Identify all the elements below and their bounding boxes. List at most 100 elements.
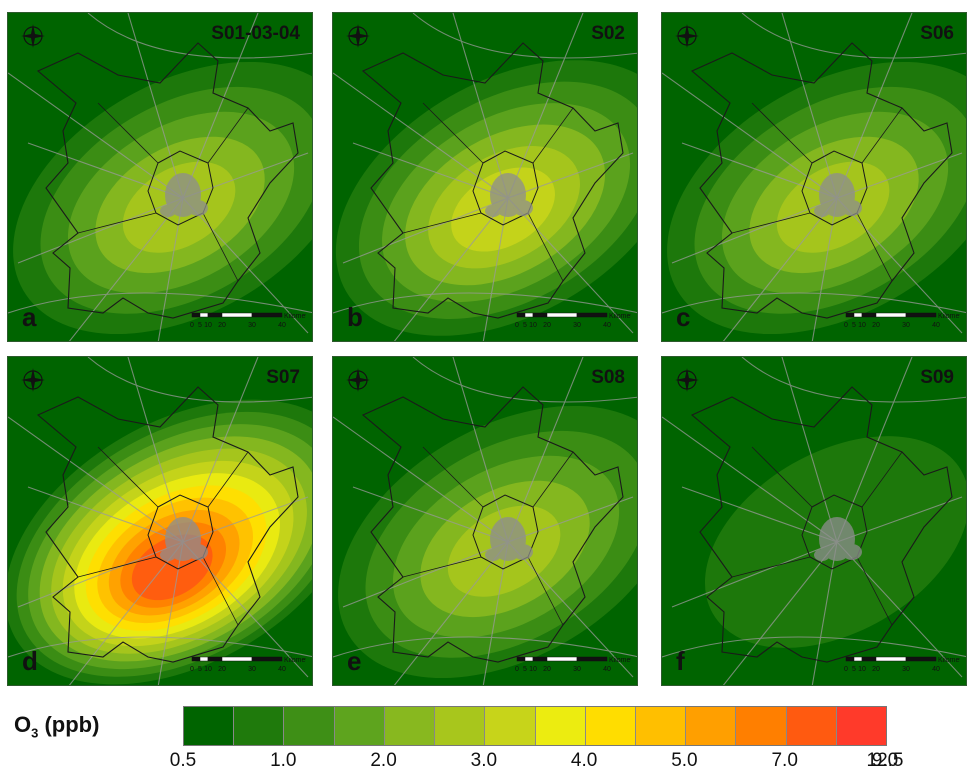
svg-text:5: 5 — [198, 666, 202, 673]
panel-letter: b — [347, 302, 363, 332]
panel-letter: c — [676, 302, 691, 332]
ozone-map — [662, 357, 966, 685]
scenario-label: S08 — [591, 367, 625, 388]
compass-icon — [675, 24, 699, 48]
svg-text:20: 20 — [872, 322, 880, 329]
color-scale-tick-label: 1.0 — [270, 750, 297, 771]
svg-text:5: 5 — [523, 666, 527, 673]
svg-text:30: 30 — [248, 666, 256, 673]
panel-letter: f — [676, 646, 685, 676]
color-swatch — [334, 707, 385, 745]
svg-text:40: 40 — [932, 666, 940, 673]
ozone-map — [8, 357, 312, 685]
svg-text:Kilometers: Kilometers — [609, 313, 631, 320]
panel-letter: e — [347, 646, 362, 676]
panel-letter: d — [22, 646, 38, 676]
color-scale-tick-label: 4.0 — [570, 750, 598, 771]
svg-text:Kilometers: Kilometers — [938, 313, 960, 320]
color-scale-tick-label: 7.0 — [771, 750, 798, 771]
svg-text:Kilometers: Kilometers — [284, 313, 306, 320]
scenario-label: S02 — [591, 23, 625, 44]
svg-text:Kilometers: Kilometers — [938, 657, 960, 664]
color-swatch — [485, 707, 536, 745]
color-swatch — [234, 707, 285, 745]
color-swatch — [384, 707, 436, 745]
color-swatch — [635, 707, 687, 745]
svg-text:10: 10 — [204, 322, 212, 329]
ozone-map — [333, 357, 637, 685]
color-scale-tick-label: 12.5 — [866, 750, 904, 771]
compass-icon — [675, 368, 699, 392]
svg-text:Kilometers: Kilometers — [609, 657, 631, 664]
svg-text:10: 10 — [204, 666, 212, 673]
color-scale-tick-label: 9.0 — [871, 750, 899, 771]
svg-text:30: 30 — [573, 322, 581, 329]
svg-text:30: 30 — [902, 322, 910, 329]
svg-text:10: 10 — [529, 666, 537, 673]
svg-text:20: 20 — [218, 666, 226, 673]
svg-text:0: 0 — [515, 666, 519, 673]
color-swatch — [585, 707, 636, 745]
scenario-label: S06 — [920, 23, 954, 44]
compass-icon — [346, 368, 370, 392]
color-swatch — [184, 707, 235, 745]
scenario-label: S07 — [266, 367, 300, 388]
svg-text:0: 0 — [844, 666, 848, 673]
svg-text:40: 40 — [278, 666, 286, 673]
svg-text:0: 0 — [515, 322, 519, 329]
ozone-map — [662, 13, 966, 341]
color-swatch — [435, 707, 486, 745]
svg-text:10: 10 — [858, 322, 866, 329]
svg-text:20: 20 — [872, 666, 880, 673]
color-swatch — [535, 707, 586, 745]
scenario-label: S01-03-04 — [211, 23, 300, 44]
svg-text:40: 40 — [603, 322, 611, 329]
svg-text:5: 5 — [852, 666, 856, 673]
svg-text:0: 0 — [190, 666, 194, 673]
color-scale-tick-label: 0.5 — [169, 750, 197, 771]
compass-icon — [21, 368, 45, 392]
color-swatch — [836, 707, 887, 745]
color-swatch — [786, 707, 837, 745]
color-scale-bar — [183, 706, 887, 746]
ozone-map — [8, 13, 312, 341]
svg-text:40: 40 — [932, 322, 940, 329]
svg-text:40: 40 — [278, 322, 286, 329]
color-scale-tick-label: 3.0 — [470, 750, 498, 771]
svg-text:40: 40 — [603, 666, 611, 673]
svg-text:10: 10 — [529, 322, 537, 329]
panel-letter: a — [22, 302, 37, 332]
svg-text:0: 0 — [190, 322, 194, 329]
legend-title: O3 (ppb) — [14, 712, 100, 741]
compass-icon — [346, 24, 370, 48]
svg-text:5: 5 — [523, 322, 527, 329]
svg-text:10: 10 — [858, 666, 866, 673]
svg-text:20: 20 — [543, 322, 551, 329]
color-scale-tick-label: 2.0 — [370, 750, 397, 771]
color-swatch — [284, 707, 335, 745]
color-scale-tick-label: 5.0 — [671, 750, 698, 771]
svg-text:0: 0 — [844, 322, 848, 329]
svg-text:5: 5 — [852, 322, 856, 329]
svg-text:20: 20 — [543, 666, 551, 673]
svg-text:30: 30 — [573, 666, 581, 673]
color-swatch — [686, 707, 737, 745]
ozone-map — [333, 13, 637, 341]
svg-text:30: 30 — [248, 322, 256, 329]
svg-text:30: 30 — [902, 666, 910, 673]
compass-icon — [21, 24, 45, 48]
scenario-label: S09 — [920, 367, 954, 388]
color-swatch — [736, 707, 787, 745]
svg-text:20: 20 — [218, 322, 226, 329]
